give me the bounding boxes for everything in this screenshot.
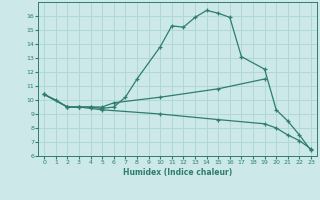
X-axis label: Humidex (Indice chaleur): Humidex (Indice chaleur) <box>123 168 232 177</box>
